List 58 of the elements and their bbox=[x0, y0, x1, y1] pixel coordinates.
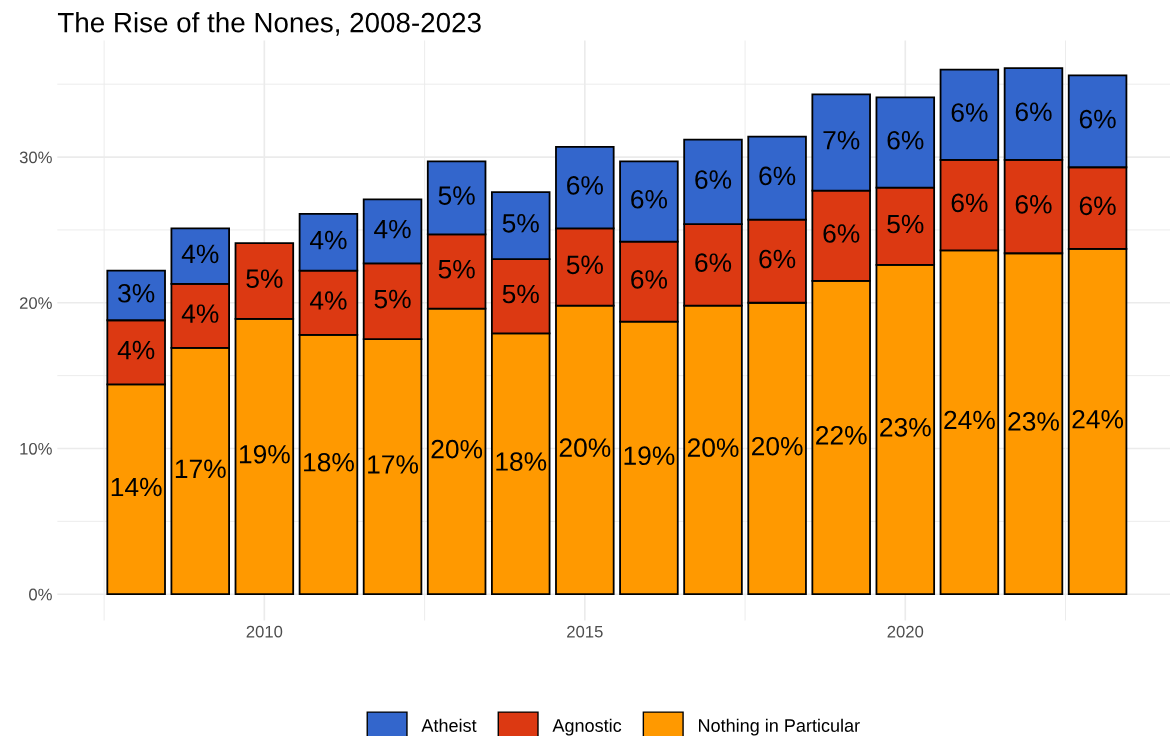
data-label: 20% bbox=[687, 438, 739, 458]
data-label: 6% bbox=[1079, 196, 1116, 216]
data-label: 5% bbox=[502, 284, 539, 304]
data-label: 3% bbox=[118, 283, 155, 303]
data-label: 23% bbox=[880, 417, 931, 437]
data-label: 20% bbox=[431, 439, 483, 459]
data-label: 6% bbox=[1079, 109, 1116, 129]
data-label: 24% bbox=[944, 410, 995, 430]
data-label: 4% bbox=[374, 219, 411, 239]
data-label: 6% bbox=[759, 166, 796, 186]
data-label: 4% bbox=[117, 340, 155, 360]
data-label: 4% bbox=[309, 230, 347, 250]
y-tick-label: 10% bbox=[20, 442, 52, 455]
data-label: 17% bbox=[175, 459, 226, 479]
data-label: 22% bbox=[816, 425, 867, 445]
x-tick-label: 2020 bbox=[887, 625, 924, 638]
data-label: 17% bbox=[368, 455, 419, 474]
data-label: 5% bbox=[887, 214, 924, 234]
data-label: 5% bbox=[438, 186, 475, 205]
data-label: 4% bbox=[181, 244, 219, 264]
data-label: 18% bbox=[304, 452, 354, 472]
data-label: 19% bbox=[239, 444, 290, 464]
data-label: 6% bbox=[631, 270, 668, 289]
data-label: 14% bbox=[111, 477, 162, 497]
data-label: 6% bbox=[1015, 102, 1052, 122]
data-label: 6% bbox=[695, 170, 732, 189]
data-label: 6% bbox=[823, 224, 860, 243]
data-label: 5% bbox=[502, 214, 539, 233]
data-label: 5% bbox=[246, 269, 283, 288]
data-label: 24% bbox=[1072, 409, 1124, 429]
chart-title: The Rise of the Nones, 2008-2023 bbox=[57, 12, 481, 36]
legend-label: Agnostic bbox=[552, 718, 622, 736]
data-label: 5% bbox=[566, 255, 603, 275]
data-label: 23% bbox=[1008, 412, 1059, 431]
data-label: 6% bbox=[631, 189, 668, 209]
data-label: 6% bbox=[1015, 195, 1052, 214]
data-label: 6% bbox=[695, 253, 732, 272]
data-label: 6% bbox=[951, 193, 988, 213]
x-tick-label: 2010 bbox=[246, 625, 283, 638]
x-tick-label: 2015 bbox=[567, 625, 603, 638]
legend-label: Nothing in Particular bbox=[699, 718, 860, 736]
y-tick-label: 0% bbox=[29, 588, 52, 601]
y-tick-label: 30% bbox=[19, 151, 52, 164]
data-label: 6% bbox=[951, 103, 988, 122]
data-label: 4% bbox=[181, 304, 219, 323]
data-label: 18% bbox=[496, 452, 547, 471]
data-label: 5% bbox=[374, 289, 411, 309]
legend-label: Atheist bbox=[421, 718, 477, 732]
data-label: 7% bbox=[823, 131, 860, 150]
data-label: 20% bbox=[752, 436, 803, 456]
data-label: 6% bbox=[887, 130, 924, 150]
data-label: 20% bbox=[559, 438, 611, 458]
y-tick-label: 20% bbox=[19, 297, 52, 309]
data-label: 6% bbox=[567, 176, 603, 195]
data-label: 5% bbox=[438, 259, 475, 279]
data-label: 19% bbox=[624, 446, 675, 466]
data-label: 6% bbox=[759, 249, 796, 269]
data-label: 4% bbox=[309, 291, 347, 310]
